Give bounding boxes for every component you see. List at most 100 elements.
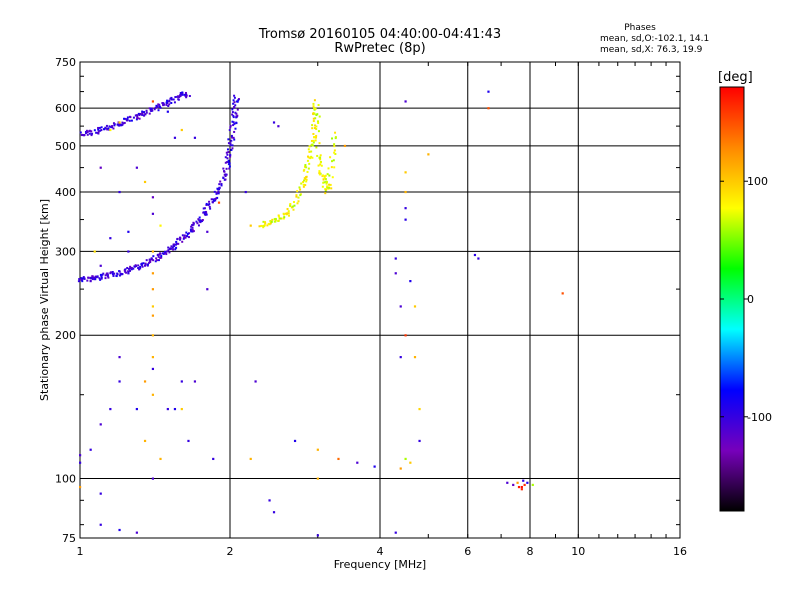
trace-point — [214, 199, 217, 202]
trace-point — [215, 197, 218, 200]
x-tick-label: 6 — [464, 545, 471, 558]
scatter-point — [212, 457, 215, 461]
trace-point — [145, 259, 148, 262]
trace-point — [231, 144, 234, 147]
trace-point — [225, 167, 228, 170]
trace-point — [181, 91, 184, 94]
trace-point — [333, 145, 336, 148]
trace-point — [139, 267, 142, 270]
trace-point — [191, 230, 194, 233]
trace-point — [231, 136, 234, 139]
trace-point — [137, 267, 140, 270]
trace-point — [229, 155, 232, 158]
scatter-point — [99, 492, 102, 495]
trace-point — [138, 117, 141, 120]
trace-point — [227, 159, 230, 162]
trace-point — [235, 112, 238, 115]
scatter-point — [99, 523, 102, 526]
trace-point — [121, 273, 124, 276]
y-tick-label: 75 — [62, 532, 76, 545]
trace-point — [307, 148, 310, 151]
trace-point — [155, 104, 158, 107]
trace-point — [213, 190, 216, 193]
trace-point — [233, 122, 236, 125]
trace-point — [264, 222, 267, 225]
trace-point — [299, 188, 302, 191]
scatter-point — [399, 467, 402, 470]
trace-point — [181, 93, 184, 96]
trace-point — [151, 109, 154, 112]
trace-point — [218, 183, 221, 186]
trace-point — [98, 126, 101, 129]
trace-point — [86, 133, 89, 136]
trace-point — [128, 119, 131, 122]
scatter-point — [418, 407, 421, 411]
scatter-point — [166, 110, 169, 113]
trace-point — [233, 94, 236, 97]
data-points — [77, 90, 564, 537]
trace-point — [326, 185, 329, 188]
trace-point — [152, 255, 155, 258]
trace-point — [124, 270, 127, 273]
trace-point — [232, 102, 235, 105]
trace-point — [232, 136, 235, 139]
trace-point — [169, 247, 172, 250]
x-tick-label: 1 — [77, 545, 84, 558]
trace-point — [313, 127, 316, 130]
trace-point — [334, 131, 337, 134]
scatter-point — [118, 356, 121, 359]
trace-point — [100, 129, 103, 132]
trace-point — [282, 213, 285, 216]
trace-point — [312, 120, 315, 123]
trace-point — [167, 246, 170, 249]
trace-point — [148, 112, 151, 115]
x-tick-label: 2 — [227, 545, 234, 558]
trace-point — [192, 230, 195, 233]
scatter-point — [272, 511, 276, 514]
trace-point — [163, 252, 166, 255]
trace-point — [283, 216, 286, 219]
trace-point — [123, 117, 126, 120]
trace-point — [106, 275, 109, 278]
trace-point — [175, 240, 178, 243]
trace-point — [225, 173, 228, 176]
trace-point — [311, 124, 314, 127]
trace-point — [287, 210, 290, 213]
scatter-point — [109, 237, 112, 240]
trace-point — [202, 211, 205, 214]
trace-point — [197, 218, 200, 221]
trace-point — [93, 276, 96, 279]
trace-point — [153, 108, 156, 111]
trace-point — [175, 246, 178, 249]
trace-point — [167, 104, 170, 107]
trace-point — [116, 272, 119, 275]
trace-point — [302, 181, 305, 184]
trace-point — [233, 130, 236, 133]
scatter-point — [373, 465, 376, 468]
trace-point — [78, 278, 81, 281]
trace-point — [224, 178, 227, 181]
scatter-point — [135, 166, 138, 169]
trace-point — [224, 173, 227, 176]
trace-point — [141, 265, 144, 268]
trace-point — [224, 175, 227, 178]
trace-point — [93, 129, 96, 132]
trace-point — [270, 220, 273, 223]
x-axis: 1 2 4 6 8 10 16 — [77, 62, 687, 558]
scatter-point — [151, 356, 155, 359]
trace-point — [185, 231, 188, 234]
trace-point — [324, 192, 327, 195]
trace-point — [224, 156, 227, 159]
trace-point — [291, 205, 294, 208]
trace-point — [168, 103, 171, 106]
trace-point — [313, 99, 316, 102]
scatter-point — [99, 166, 102, 169]
trace-point — [91, 278, 94, 281]
x-axis-label: Frequency [MHz] — [334, 558, 426, 571]
trace-point — [318, 171, 321, 174]
trace-point — [312, 139, 315, 142]
trace-point — [168, 251, 171, 254]
trace-point — [319, 158, 322, 161]
trace-point — [296, 190, 299, 193]
trace-point — [159, 252, 162, 255]
